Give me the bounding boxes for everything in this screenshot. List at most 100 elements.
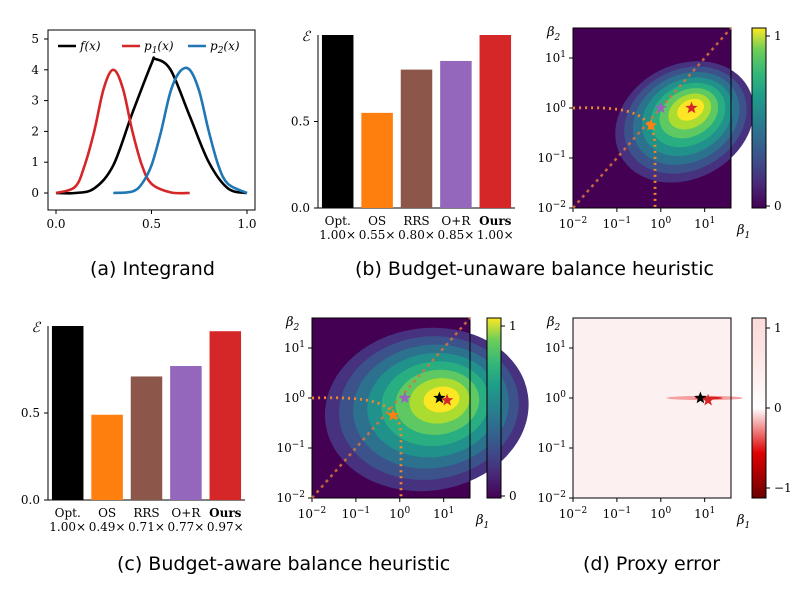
bar-multiplier-label: 1.00×: [477, 228, 514, 242]
y-tick-label-c: 10−2: [276, 490, 305, 505]
bar-ours: [209, 331, 242, 500]
heat-frame-c: [311, 317, 471, 499]
bar-multiplier-label: 0.85×: [438, 228, 475, 242]
x-tick-label-b: 101: [694, 216, 715, 231]
y-tick-label-a: 3: [31, 94, 39, 108]
bar-category-label: O+R: [171, 506, 201, 520]
y-tick-label-d: 101: [545, 340, 566, 355]
bar-multiplier-label: 1.00×: [49, 520, 86, 534]
colorbar-tick-label-d: −1: [774, 481, 792, 495]
colorbar-tick-label-c: 1: [509, 319, 517, 333]
budget-dotted-curve-c: [311, 396, 403, 498]
marker-budget-b: [644, 118, 658, 131]
legend-label: p2(x): [210, 39, 240, 56]
y-tick-label-c: 0.5: [21, 406, 40, 420]
marker-optimum-c: [433, 391, 446, 404]
bar-multiplier-label: 0.55×: [359, 228, 396, 242]
y-tick-label-a: 2: [31, 124, 39, 138]
heatmap-b: [573, 28, 754, 208]
y-axis-label-d: β2: [546, 315, 561, 333]
colorbar-d: [751, 317, 767, 499]
y-tick-label-c: 0.0: [21, 493, 40, 507]
x-tick-label-d: 101: [694, 506, 715, 521]
diagonal-dotted-line-b: [572, 27, 732, 209]
bar-multiplier-label: 1.00×: [319, 228, 356, 242]
y-tick-label-b: 10−2: [537, 200, 566, 215]
colorbar-tick-label-d: 1: [774, 321, 782, 335]
budget-dotted-curve-b: [572, 106, 657, 208]
x-tick-label-a: 1.0: [237, 217, 256, 231]
heat-background: [573, 318, 731, 498]
x-axis-label-b: β1: [736, 223, 750, 241]
caption-b: (b) Budget-unaware balance heuristic: [355, 258, 714, 280]
heat-frame-b: [572, 27, 732, 209]
bar-category-label: RRS: [403, 214, 429, 228]
bar-os: [361, 112, 393, 208]
marker-ours-c: [441, 393, 454, 406]
bar-ours: [479, 35, 512, 208]
bar-category-label: RRS: [133, 506, 159, 520]
x-tick-label-a: 0.0: [46, 217, 65, 231]
y-axis-label-b: ℰ: [302, 29, 312, 45]
colorbar-tick-label-d: 0: [774, 401, 782, 415]
colorbar-tick-label-b: 0: [774, 199, 782, 213]
y-tick-label-d: 10−1: [537, 440, 566, 455]
y-tick-label-c: 101: [284, 340, 305, 355]
bar-category-label: Opt.: [55, 506, 81, 520]
caption-row-bottom: (c) Budget-aware balance heuristic (d) P…: [0, 553, 795, 589]
caption-row-top: (a) Integrand (b) Budget-unaware balance…: [0, 258, 795, 298]
caption-a: (a) Integrand: [90, 258, 215, 280]
x-tick-label-b: 10−2: [559, 216, 588, 231]
y-tick-label-d: 10−2: [537, 490, 566, 505]
x-tick-label-a: 0.5: [142, 217, 161, 231]
marker-optimum-d: [694, 391, 707, 404]
x-tick-label-d: 10−1: [603, 506, 632, 521]
bar-category-label: Ours: [209, 506, 242, 520]
x-tick-label-b: 100: [650, 216, 671, 231]
y-tick-label-a: 4: [31, 63, 39, 77]
x-tick-label-d: 100: [650, 506, 671, 521]
marker-ours-d: [702, 393, 715, 406]
bar-category-label: O+R: [441, 214, 471, 228]
y-axis-label-c: ℰ: [32, 320, 42, 336]
bar-opt: [321, 35, 354, 208]
heatmap-c: [312, 318, 529, 498]
bar-os: [91, 414, 123, 500]
legend-label: p1(x): [144, 39, 174, 56]
colorbar-b: [751, 27, 767, 209]
bar-or: [170, 366, 202, 500]
y-axis-label-b: β2: [546, 25, 561, 43]
series-line-p1x: [55, 68, 190, 195]
bar-multiplier-label: 0.77×: [168, 520, 205, 534]
bar-category-label: Ours: [479, 214, 512, 228]
y-tick-label-a: 0: [31, 186, 39, 200]
x-tick-label-c: 101: [433, 506, 454, 521]
bar-category-label: OS: [368, 214, 386, 228]
x-axis-label-c: β1: [475, 513, 489, 531]
bar-multiplier-label: 0.80×: [398, 228, 435, 242]
y-tick-label-c: 100: [284, 390, 305, 405]
heatmap-d: [573, 318, 743, 498]
x-axis-label-d: β1: [736, 513, 750, 531]
y-tick-label-a: 5: [31, 32, 39, 46]
series-line-fx: [55, 56, 248, 195]
bar-or: [440, 60, 472, 209]
legend-label: f(x): [79, 39, 101, 53]
x-tick-label-c: 100: [389, 506, 410, 521]
y-tick-label-c: 10−1: [276, 440, 305, 455]
colorbar-tick-label-c: 0: [509, 489, 517, 503]
marker-optimum-b: [685, 101, 698, 114]
caption-d: (d) Proxy error: [583, 553, 721, 575]
caption-c: (c) Budget-aware balance heuristic: [117, 553, 451, 575]
bar-multiplier-label: 0.71×: [128, 520, 165, 534]
y-tick-label-b: 0.0: [291, 201, 310, 215]
bar-rrs: [400, 69, 433, 208]
y-axis-label-c: β2: [285, 315, 300, 333]
bar-multiplier-label: 0.97×: [207, 520, 244, 534]
x-tick-label-c: 10−2: [298, 506, 327, 521]
x-tick-label-d: 10−2: [559, 506, 588, 521]
bar-multiplier-label: 0.49×: [89, 520, 126, 534]
y-tick-label-b: 0.5: [291, 115, 310, 129]
